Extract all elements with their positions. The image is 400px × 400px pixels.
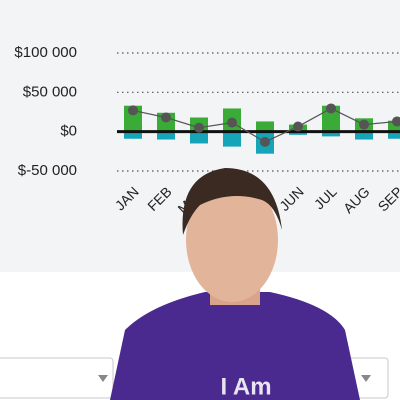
point [161, 112, 171, 123]
point [326, 103, 336, 114]
face [186, 178, 278, 302]
bar [388, 120, 400, 132]
bar [223, 131, 241, 147]
shirt [110, 292, 360, 400]
bar [388, 131, 400, 139]
y-tick-label: $-50 000 [18, 162, 77, 179]
point [194, 122, 204, 133]
y-tick-label: $100 000 [14, 44, 77, 61]
bar [322, 131, 340, 137]
point [293, 121, 303, 132]
point [260, 136, 270, 147]
bar [355, 131, 373, 140]
point [392, 116, 400, 127]
bar [124, 131, 142, 139]
point [359, 119, 369, 130]
dropdown-arrow [361, 375, 371, 382]
bar [157, 131, 175, 140]
person-video: I Am [110, 168, 360, 400]
bar [289, 131, 307, 135]
bar [190, 131, 208, 144]
shirt-text: I Am [220, 373, 271, 400]
point [227, 117, 237, 128]
y-tick-label: $0 [60, 123, 77, 140]
bar [322, 105, 340, 132]
y-tick-label: $50 000 [23, 83, 77, 100]
dropdown[interactable] [0, 357, 114, 399]
bar [256, 121, 274, 132]
hair [182, 168, 282, 235]
dropdown-arrow [98, 375, 108, 382]
point [128, 105, 138, 116]
